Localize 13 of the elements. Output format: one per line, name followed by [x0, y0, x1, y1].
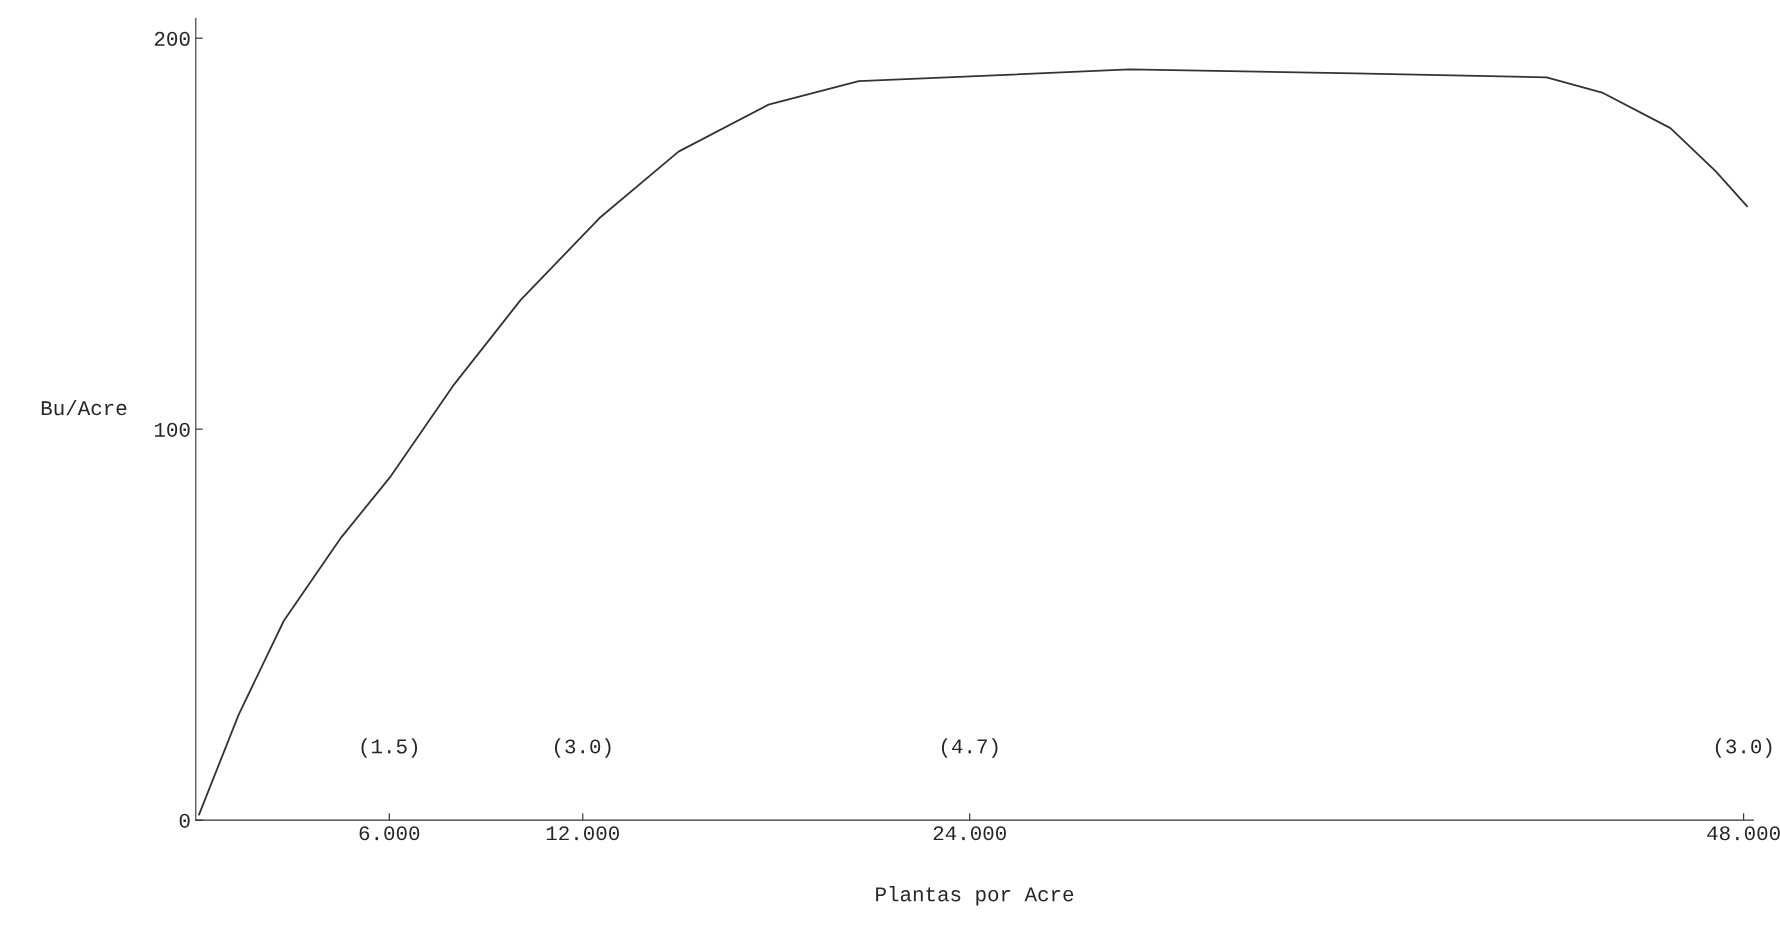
x-tick-label: 12.000 — [546, 826, 619, 841]
x-tick-label: 48.000 — [1707, 826, 1780, 841]
x-tick-label: 6.000 — [359, 826, 420, 841]
annotation: (1.5) — [361, 738, 418, 758]
annotation: (3.0) — [1715, 738, 1772, 758]
y-axis-title: Bu/Acre — [41, 399, 127, 416]
annotation: (4.7) — [941, 738, 998, 758]
x-tick-label: 24.000 — [933, 826, 1006, 841]
annotation: (3.0) — [554, 738, 611, 758]
y-tick-label: 200 — [154, 31, 190, 46]
y-tick-label: 0 — [179, 813, 190, 828]
y-tick-label: 100 — [154, 422, 190, 437]
x-axis-title: Plantas por Acre — [876, 886, 1074, 906]
